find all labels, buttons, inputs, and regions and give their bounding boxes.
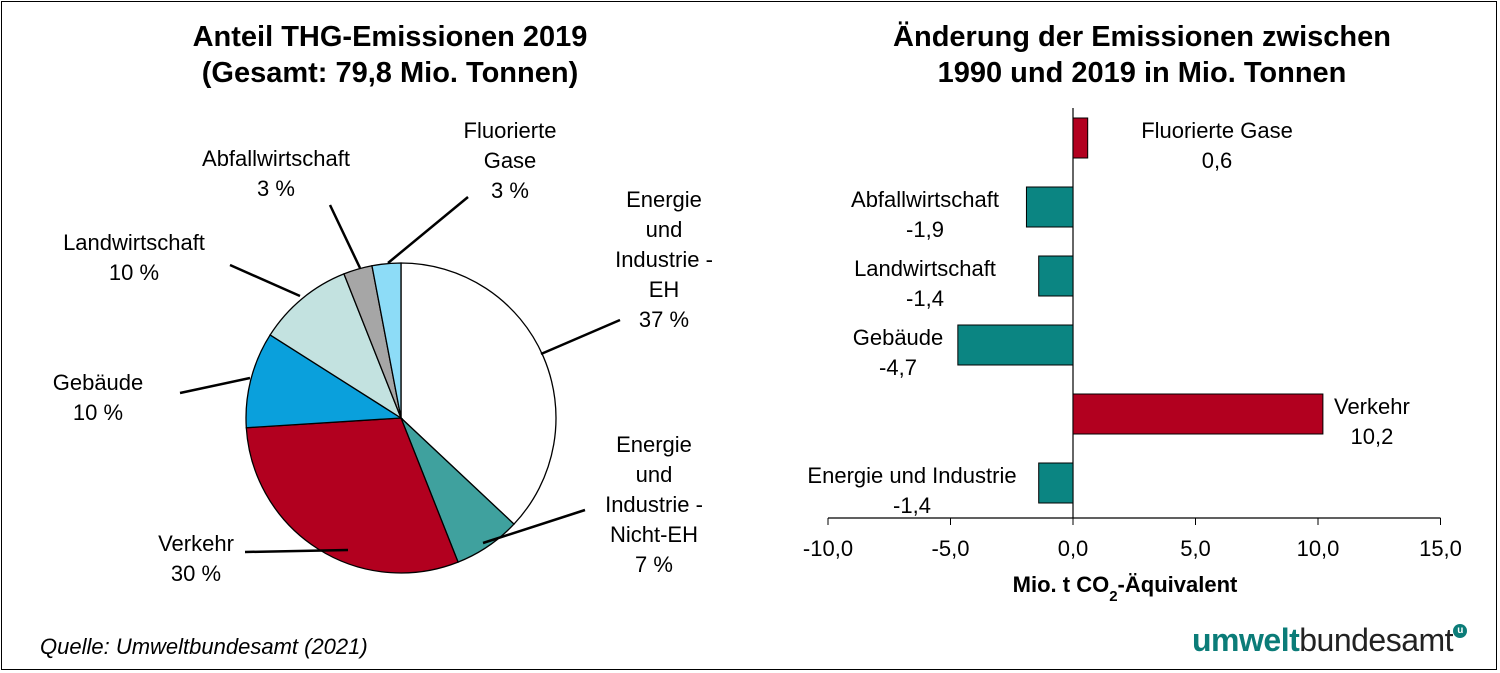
pie-label: Abfallwirtschaft 3 %	[202, 146, 350, 201]
bar	[1072, 393, 1324, 435]
bar	[1038, 462, 1074, 504]
x-tick-label: 5,0	[1180, 536, 1211, 561]
bar-label: Verkehr 10,2	[1334, 394, 1410, 449]
x-tick-label: 10,0	[1297, 536, 1340, 561]
pie-slice	[245, 417, 459, 574]
bar-label: Abfallwirtschaft -1,9	[851, 187, 999, 242]
pie-slice	[400, 262, 557, 526]
x-tick-label: -10,0	[803, 536, 853, 561]
source-note: Quelle: Umweltbundesamt (2021)	[40, 634, 368, 659]
pie-label: Energie und Industrie -Nicht-EH 7 %	[605, 432, 703, 577]
leader-line	[387, 196, 469, 264]
pie-slice	[371, 262, 402, 419]
leader-line	[229, 263, 301, 298]
x-tick-label: 15,0	[1419, 536, 1462, 561]
pie-slice	[269, 273, 403, 420]
x-tick-label: 0,0	[1058, 536, 1089, 561]
leader-line	[482, 508, 586, 545]
bar	[957, 324, 1074, 366]
leader-line	[179, 376, 251, 395]
pie-label: Verkehr 30 %	[158, 531, 234, 586]
x-tick-label: -5,0	[932, 536, 970, 561]
x-axis-label: Mio. t CO2-Äquivalent	[1013, 572, 1238, 605]
pie-label: Energie und Industrie -EH 37 %	[615, 187, 713, 332]
leader-line	[540, 318, 621, 356]
bar	[1025, 186, 1074, 228]
leader-line	[244, 548, 349, 554]
bar	[1072, 117, 1089, 159]
bar-label: Landwirtschaft -1,4	[854, 256, 996, 311]
pie-title: Anteil THG-Emissionen 2019 (Gesamt: 79,8 …	[193, 21, 588, 89]
pie-label: Fluorierte Gase 3 %	[464, 118, 557, 203]
bar-label: Fluorierte Gase 0,6	[1141, 118, 1293, 173]
pie-slice	[245, 334, 404, 429]
leader-line	[328, 204, 362, 269]
pie-label: Gebäude 10 %	[53, 370, 144, 425]
bar	[1038, 255, 1074, 297]
pie-label: Landwirtschaft 10 %	[63, 230, 205, 285]
bar-title: Änderung der Emissionen zwischen 1990 und…	[893, 20, 1391, 89]
bar-label: Energie und Industrie -1,4	[807, 463, 1016, 518]
bar-label: Gebäude -4,7	[853, 325, 944, 380]
logo: umweltbundesamt u	[1192, 622, 1468, 659]
